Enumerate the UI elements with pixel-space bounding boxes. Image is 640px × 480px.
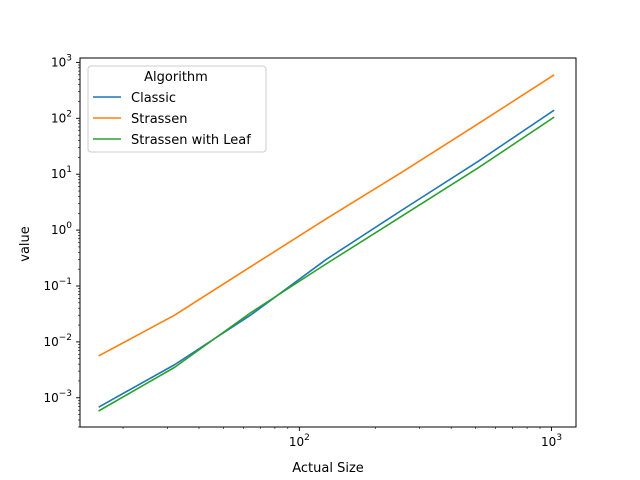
y-tick-label: 10−2 <box>43 333 72 349</box>
y-axis-label: value <box>18 226 33 262</box>
y-tick-label: 10−1 <box>43 277 72 293</box>
series-line-1 <box>98 74 555 357</box>
series-lines <box>98 74 555 412</box>
x-axis: 102 103 <box>122 427 562 449</box>
legend-label: Strassen <box>131 112 187 127</box>
x-axis-label: Actual Size <box>292 461 364 476</box>
series-line-0 <box>98 109 555 408</box>
y-tick-label: 101 <box>51 165 72 181</box>
legend-label: Classic <box>131 91 176 106</box>
y-tick-label: 102 <box>51 109 72 125</box>
legend-title: Algorithm <box>144 70 208 85</box>
legend-label: Strassen with Leaf <box>131 133 251 148</box>
y-tick-label: 103 <box>51 53 72 69</box>
y-axis: 10−3 10−2 10−1 100 101 102 103 <box>43 53 80 428</box>
y-tick-label: 100 <box>51 221 72 237</box>
x-tick-label: 103 <box>541 433 562 449</box>
legend-frame <box>87 65 267 153</box>
x-tick-label: 102 <box>289 433 310 449</box>
legend: Algorithm Classic Strassen Strassen with L… <box>87 65 267 153</box>
y-tick-label: 10−3 <box>43 389 72 405</box>
legend-entries: Classic Strassen Strassen with Leaf <box>93 91 251 148</box>
series-line-2 <box>98 116 555 412</box>
